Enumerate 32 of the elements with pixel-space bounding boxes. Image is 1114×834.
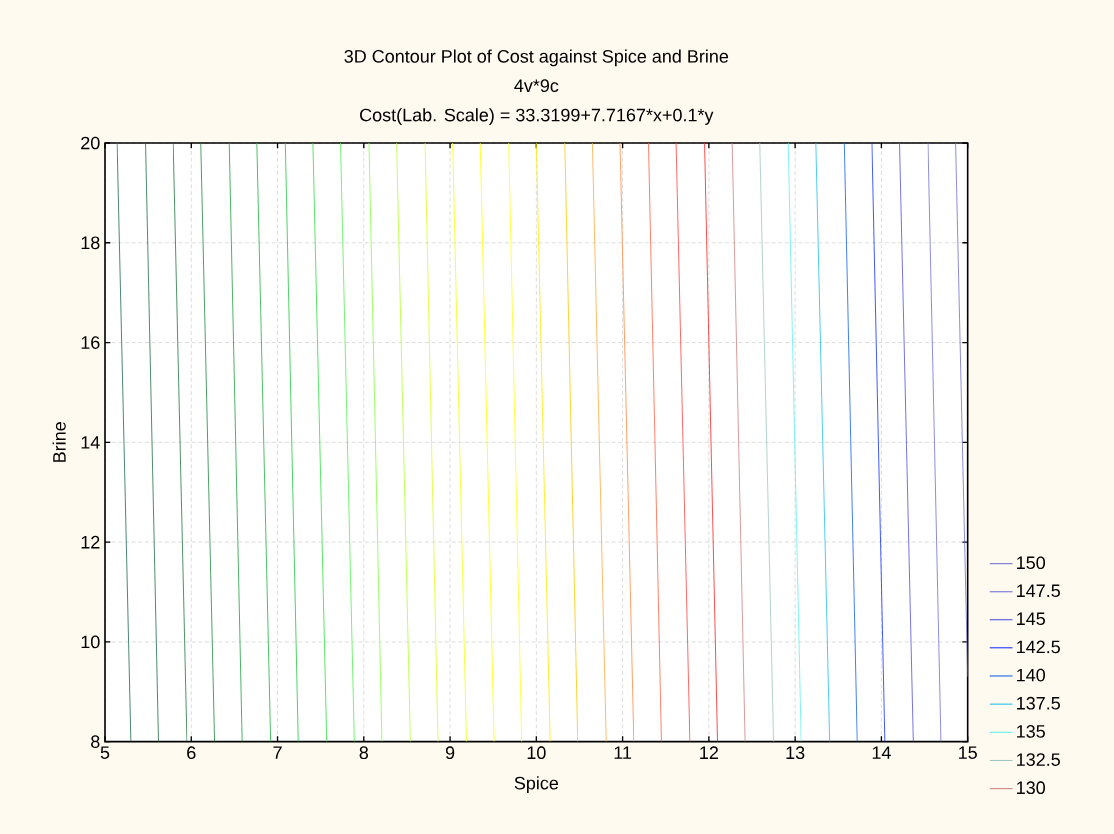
legend-label: 150: [1017, 556, 1046, 570]
legend-label: 145: [1017, 612, 1045, 626]
text: Cost(Lab. Scale) = 33.3199+7.7167*x+0.1*y: [360, 108, 714, 125]
legend-label: 135: [1017, 725, 1045, 738]
chart-subtitle: 4v*9c: [514, 79, 559, 93]
y-tick-label: 12: [81, 535, 100, 549]
x-tick-label: 14: [872, 746, 891, 759]
x-tick-label: 10: [527, 746, 546, 760]
x-tick-label: 13: [786, 746, 805, 760]
x-tick-label: 9: [445, 746, 455, 760]
x-tick-label: 5: [100, 746, 110, 759]
y-tick-label: 8: [91, 735, 100, 749]
y-tick-label: 10: [81, 635, 100, 649]
legend-label: 147.5: [1017, 584, 1060, 598]
legend-label: 140: [1017, 668, 1046, 682]
y-tick-label: 20: [81, 136, 100, 150]
legend-label: 142.5: [1017, 640, 1060, 654]
y-tick-label: 16: [81, 336, 100, 349]
x-tick-label: 15: [959, 746, 977, 759]
y-tick-label: 14: [81, 436, 100, 449]
x-tick-label: 12: [700, 746, 718, 759]
legend-label: 132.5: [1017, 753, 1060, 766]
x-tick-label: 6: [187, 746, 196, 760]
chart-title: 3D Contour Plot of Cost against Spice and Brine: [344, 49, 729, 67]
x-tick-label: 7: [273, 746, 282, 759]
x-tick-label: 11: [614, 746, 632, 759]
legend-label: 130: [1017, 781, 1046, 795]
y-axis-title: Brine: [52, 422, 66, 462]
y-tick-label: 18: [81, 236, 100, 250]
x-tick-label: 8: [359, 746, 369, 760]
x-axis-title: Spice: [514, 776, 559, 794]
legend-label: 137.5: [1017, 696, 1060, 710]
